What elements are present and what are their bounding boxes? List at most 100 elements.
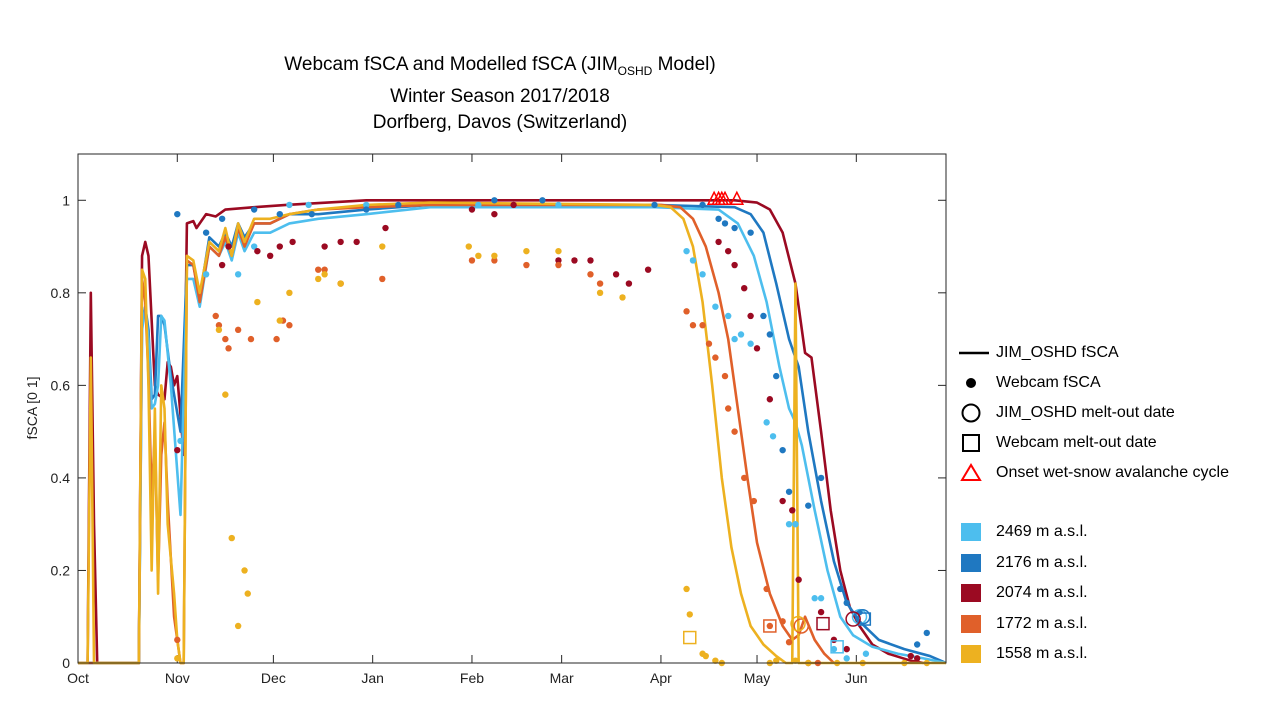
webcam-point <box>785 520 793 528</box>
legend-avalanche: Onset wet-snow avalanche cycle <box>958 462 1229 484</box>
webcam-point <box>741 474 748 482</box>
webcam-point <box>254 298 261 306</box>
webcam-point <box>555 261 562 269</box>
webcam-point <box>286 322 293 329</box>
webcam-point <box>475 201 482 209</box>
webcam-point <box>244 590 251 597</box>
legend-series-symbol <box>958 552 990 574</box>
legend-webcam-meltout: Webcam melt-out date <box>958 432 1157 454</box>
webcam-point <box>731 224 738 232</box>
plot-frame <box>77 153 947 664</box>
webcam-point <box>587 271 594 278</box>
model-line-2074 <box>78 198 924 665</box>
webcam-point <box>276 317 283 324</box>
webcam-point <box>715 238 722 246</box>
webcam-point <box>737 331 745 338</box>
webcam-point <box>715 215 722 222</box>
webcam-point <box>699 201 706 209</box>
webcam-point <box>379 243 386 250</box>
webcam-point <box>644 266 652 273</box>
legend-series-label: 1558 m a.s.l. <box>996 645 1088 662</box>
webcam-point <box>218 215 226 222</box>
legend-series: 2074 m a.s.l. <box>958 582 1088 604</box>
webcam-point <box>215 326 223 334</box>
webcam-point <box>353 238 360 246</box>
title-line1-suffix: Model) <box>652 54 716 75</box>
webcam-point <box>683 585 690 593</box>
title-subscript: OSHD <box>617 63 653 78</box>
webcam-point <box>923 629 930 637</box>
webcam-point <box>308 210 316 218</box>
webcam-point <box>721 372 729 380</box>
webcam-point <box>612 271 620 278</box>
webcam-point <box>724 312 732 320</box>
webcam-point <box>363 206 370 213</box>
webcam-point <box>747 340 754 347</box>
webcam-point <box>731 335 738 343</box>
legend-series: 1772 m a.s.l. <box>958 613 1088 635</box>
webcam-point <box>699 271 706 278</box>
webcam-point <box>699 322 706 329</box>
title-line1-prefix: Webcam fSCA and Modelled fSCA (JIM <box>284 54 618 75</box>
legend-webcam-symbol <box>958 372 990 394</box>
legend-model-meltout-symbol <box>958 402 990 424</box>
legend-model: JIM_OSHD fSCA <box>958 342 1119 364</box>
webcam-point <box>763 585 770 593</box>
webcam-point <box>747 229 754 236</box>
y-tick-label: 0.8 <box>51 285 71 301</box>
webcam-point <box>750 497 758 505</box>
legend-series-symbol <box>958 582 990 604</box>
webcam-point <box>475 252 482 259</box>
webcam-point <box>215 322 223 329</box>
model-line-2469 <box>78 205 947 665</box>
model-line-1772 <box>78 203 835 665</box>
webcam-point <box>468 257 476 264</box>
webcam-point <box>753 345 761 352</box>
webcam-point <box>395 201 402 209</box>
webcam-point <box>468 206 476 213</box>
webcam-point <box>382 224 389 232</box>
webcam-point <box>321 243 328 250</box>
webcam-point <box>555 201 562 209</box>
webcam-point <box>337 238 344 246</box>
legend-model-meltout-label: JIM_OSHD melt-out date <box>996 404 1175 421</box>
webcam-point <box>779 618 786 625</box>
webcam-point <box>773 372 780 380</box>
webcam-point <box>222 391 229 398</box>
chart-title: Webcam fSCA and Modelled fSCA (JIMOSHD M… <box>200 52 800 136</box>
webcam-point <box>491 197 498 204</box>
webcam-point <box>779 446 786 454</box>
webcam-point <box>913 655 921 662</box>
webcam-meltout-marker <box>763 619 777 633</box>
webcam-point <box>228 534 235 542</box>
webcam-point <box>817 474 825 482</box>
model-line-1558 <box>78 201 946 665</box>
webcam-point <box>596 280 604 287</box>
webcam-point <box>760 312 767 320</box>
model-meltout-marker <box>793 618 809 634</box>
webcam-point <box>862 650 870 657</box>
legend-model-meltout: JIM_OSHD melt-out date <box>958 402 1175 424</box>
webcam-point <box>266 252 274 259</box>
webcam-point <box>571 257 578 264</box>
webcam-point <box>305 201 312 209</box>
webcam-point <box>212 312 219 320</box>
legend-series-label: 2469 m a.s.l. <box>996 523 1088 540</box>
webcam-point <box>539 197 546 204</box>
webcam-point <box>731 261 738 269</box>
webcam-point <box>779 497 786 505</box>
x-tick-label: Nov <box>165 670 190 686</box>
webcam-point <box>817 608 825 616</box>
webcam-point <box>747 312 754 320</box>
webcam-point <box>523 261 530 269</box>
webcam-point <box>651 201 658 209</box>
webcam-point <box>913 641 921 648</box>
webcam-point <box>712 657 719 664</box>
webcam-point <box>225 243 232 250</box>
legend-model-symbol <box>958 342 990 364</box>
webcam-meltout-marker <box>830 640 844 654</box>
webcam-point <box>843 599 850 607</box>
webcam-point <box>792 657 799 664</box>
legend-webcam: Webcam fSCA <box>958 372 1101 394</box>
webcam-point <box>843 645 850 653</box>
